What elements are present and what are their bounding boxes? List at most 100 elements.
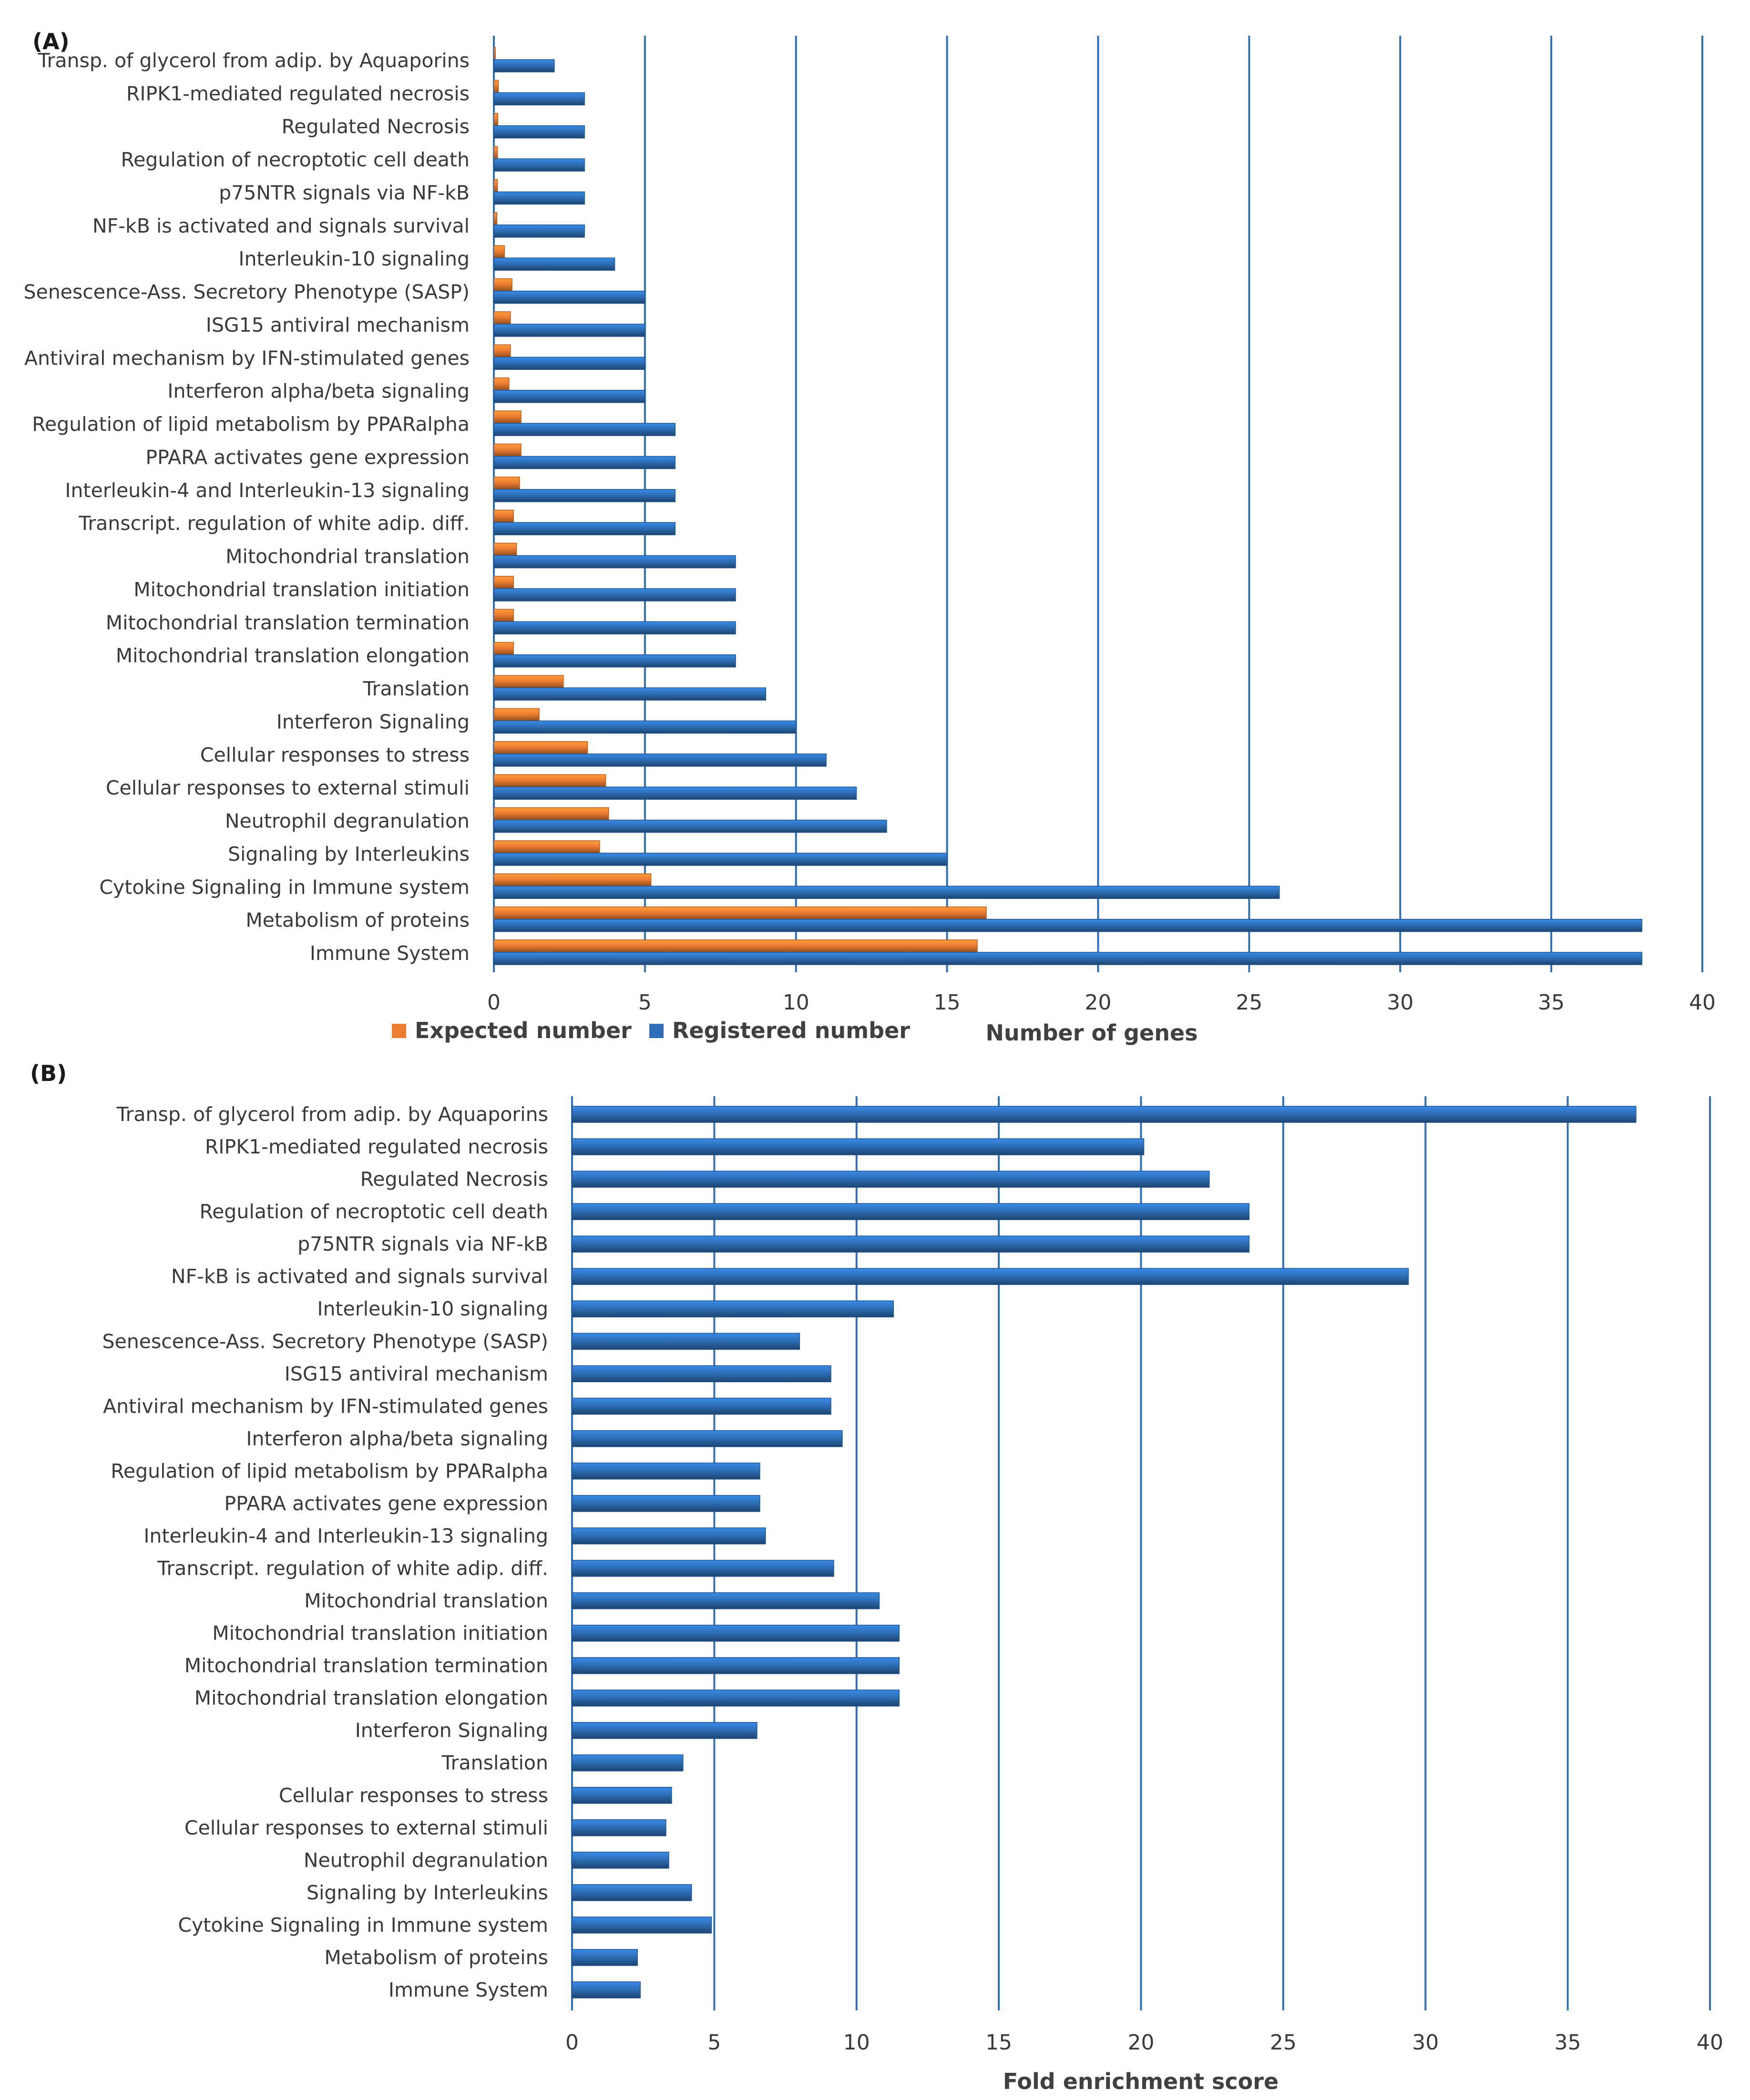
category-label: Translation: [363, 677, 470, 700]
bar-expected-number: [493, 873, 652, 887]
bar-fold-enrichment-score: [572, 1592, 880, 1610]
bar-fold-enrichment-score: [572, 1981, 641, 1998]
category-label: Interferon alpha/beta signaling: [246, 1427, 548, 1450]
bar-expected-number: [493, 741, 588, 754]
bar-expected-number: [493, 112, 498, 126]
category-label: Cellular responses to external stimuli: [184, 1816, 548, 1839]
category-label: Interferon Signaling: [276, 710, 470, 733]
bar-fold-enrichment-score: [572, 1560, 834, 1577]
bar-registered-number: [493, 918, 1642, 932]
bar-expected-number: [493, 675, 564, 688]
category-label: NF-kB is activated and signals survival: [171, 1265, 548, 1288]
category-label: ISG15 antiviral mechanism: [206, 314, 470, 336]
bar-registered-number: [493, 357, 645, 370]
category-label: Neutrophil degranulation: [304, 1849, 548, 1872]
bar-expected-number: [493, 377, 510, 391]
category-label: Signaling by Interleukins: [228, 843, 470, 866]
bar-registered-number: [493, 125, 585, 139]
bar-registered-number: [493, 324, 645, 337]
bar-expected-number: [493, 939, 978, 953]
category-label: Interleukin-10 signaling: [238, 247, 470, 270]
bar-registered-number: [493, 853, 948, 866]
x-tick-label: 30: [1387, 990, 1413, 1015]
bar-fold-enrichment-score: [572, 1917, 712, 1934]
category-label: PPARA activates gene expression: [224, 1492, 548, 1515]
bar-registered-number: [493, 257, 615, 271]
category-label: p75NTR signals via NF-kB: [219, 181, 470, 204]
bar-registered-number: [493, 786, 857, 800]
bar-fold-enrichment-score: [572, 1106, 1637, 1123]
category-label: Regulated Necrosis: [282, 115, 470, 138]
bar-fold-enrichment-score: [572, 1365, 831, 1383]
x-tick-label: 0: [487, 990, 501, 1015]
legend-label: Expected number: [415, 1018, 632, 1043]
bar-registered-number: [493, 522, 675, 535]
bar-expected-number: [493, 443, 522, 457]
x-tick-label: 20: [1128, 2030, 1155, 2055]
bar-registered-number: [493, 158, 585, 172]
x-tick-label: 40: [1697, 2030, 1723, 2055]
category-label: Transp. of glycerol from adip. by Aquapo…: [116, 1103, 548, 1126]
bar-expected-number: [493, 642, 514, 655]
x-tick-label: 40: [1689, 990, 1716, 1015]
bar-fold-enrichment-score: [572, 1171, 1210, 1188]
bar-expected-number: [493, 146, 498, 159]
category-label: Senescence-Ass. Secretory Phenotype (SAS…: [23, 281, 470, 304]
bar-registered-number: [493, 92, 585, 106]
category-label: Interleukin-4 and Interleukin-13 signali…: [143, 1524, 548, 1547]
bar-expected-number: [493, 212, 498, 225]
panel-b-label: (B): [30, 1060, 67, 1086]
x-tick-label: 30: [1412, 2030, 1439, 2055]
x-tick-label: 10: [843, 2030, 870, 2055]
legend-swatch-expected-number: [392, 1024, 406, 1038]
x-tick-label: 5: [707, 2030, 721, 2055]
panel-a-label: (A): [32, 29, 70, 54]
bar-fold-enrichment-score: [572, 1300, 894, 1317]
category-label: Mitochondrial translation initiation: [212, 1622, 548, 1645]
bar-expected-number: [493, 774, 606, 787]
panel-a-chart: 0 5 10 15 20 25 30 35 40 Transp. of glycerol from…: [23, 36, 1716, 1046]
x-tick-label: 10: [783, 990, 809, 1015]
bar-fold-enrichment-score: [572, 1397, 831, 1415]
bar-registered-number: [493, 489, 675, 502]
bar-fold-enrichment-score: [572, 1624, 900, 1642]
category-label: RIPK1-mediated regulated necrosis: [126, 82, 470, 105]
category-label: Mitochondrial translation elongation: [116, 644, 470, 667]
category-label: Neutrophil degranulation: [225, 810, 470, 833]
category-label: Mitochondrial translation termination: [184, 1654, 548, 1677]
bar-fold-enrichment-score: [572, 1430, 843, 1448]
bar-fold-enrichment-score: [572, 1203, 1250, 1220]
bar-fold-enrichment-score: [572, 1787, 672, 1804]
category-label: Regulation of lipid metabolism by PPARal…: [32, 413, 470, 436]
category-label: Immune System: [389, 1978, 548, 2001]
category-label: Senescence-Ass. Secretory Phenotype (SAS…: [102, 1330, 548, 1353]
category-label: Mitochondrial translation elongation: [194, 1687, 548, 1710]
category-label: Immune System: [310, 942, 470, 965]
bar-expected-number: [493, 245, 505, 258]
bar-registered-number: [493, 886, 1280, 899]
x-tick-label: 5: [638, 990, 652, 1015]
bar-expected-number: [493, 609, 514, 622]
category-label: Mitochondrial translation: [225, 545, 470, 568]
category-label: Cellular responses to external stimuli: [106, 776, 470, 799]
bar-fold-enrichment-score: [572, 1819, 666, 1836]
category-label: p75NTR signals via NF-kB: [297, 1233, 548, 1255]
legend-label: Registered number: [672, 1018, 910, 1043]
category-label: Metabolism of proteins: [246, 909, 470, 932]
bar-fold-enrichment-score: [572, 1235, 1250, 1253]
bar-expected-number: [493, 179, 498, 193]
category-label: NF-kB is activated and signals survival: [92, 214, 470, 237]
bar-expected-number: [493, 807, 609, 821]
category-label: Cytokine Signaling in Immune system: [99, 876, 470, 898]
x-tick-label: 15: [985, 2030, 1012, 2055]
category-label: Regulated Necrosis: [360, 1168, 548, 1191]
bar-expected-number: [493, 906, 987, 920]
bar-fold-enrichment-score: [572, 1333, 800, 1350]
bar-registered-number: [493, 555, 736, 569]
bar-expected-number: [493, 311, 511, 325]
bar-registered-number: [493, 720, 797, 734]
bar-fold-enrichment-score: [572, 1689, 900, 1707]
bar-expected-number: [493, 344, 511, 358]
bar-registered-number: [493, 952, 1642, 965]
bar-fold-enrichment-score: [572, 1268, 1409, 1285]
